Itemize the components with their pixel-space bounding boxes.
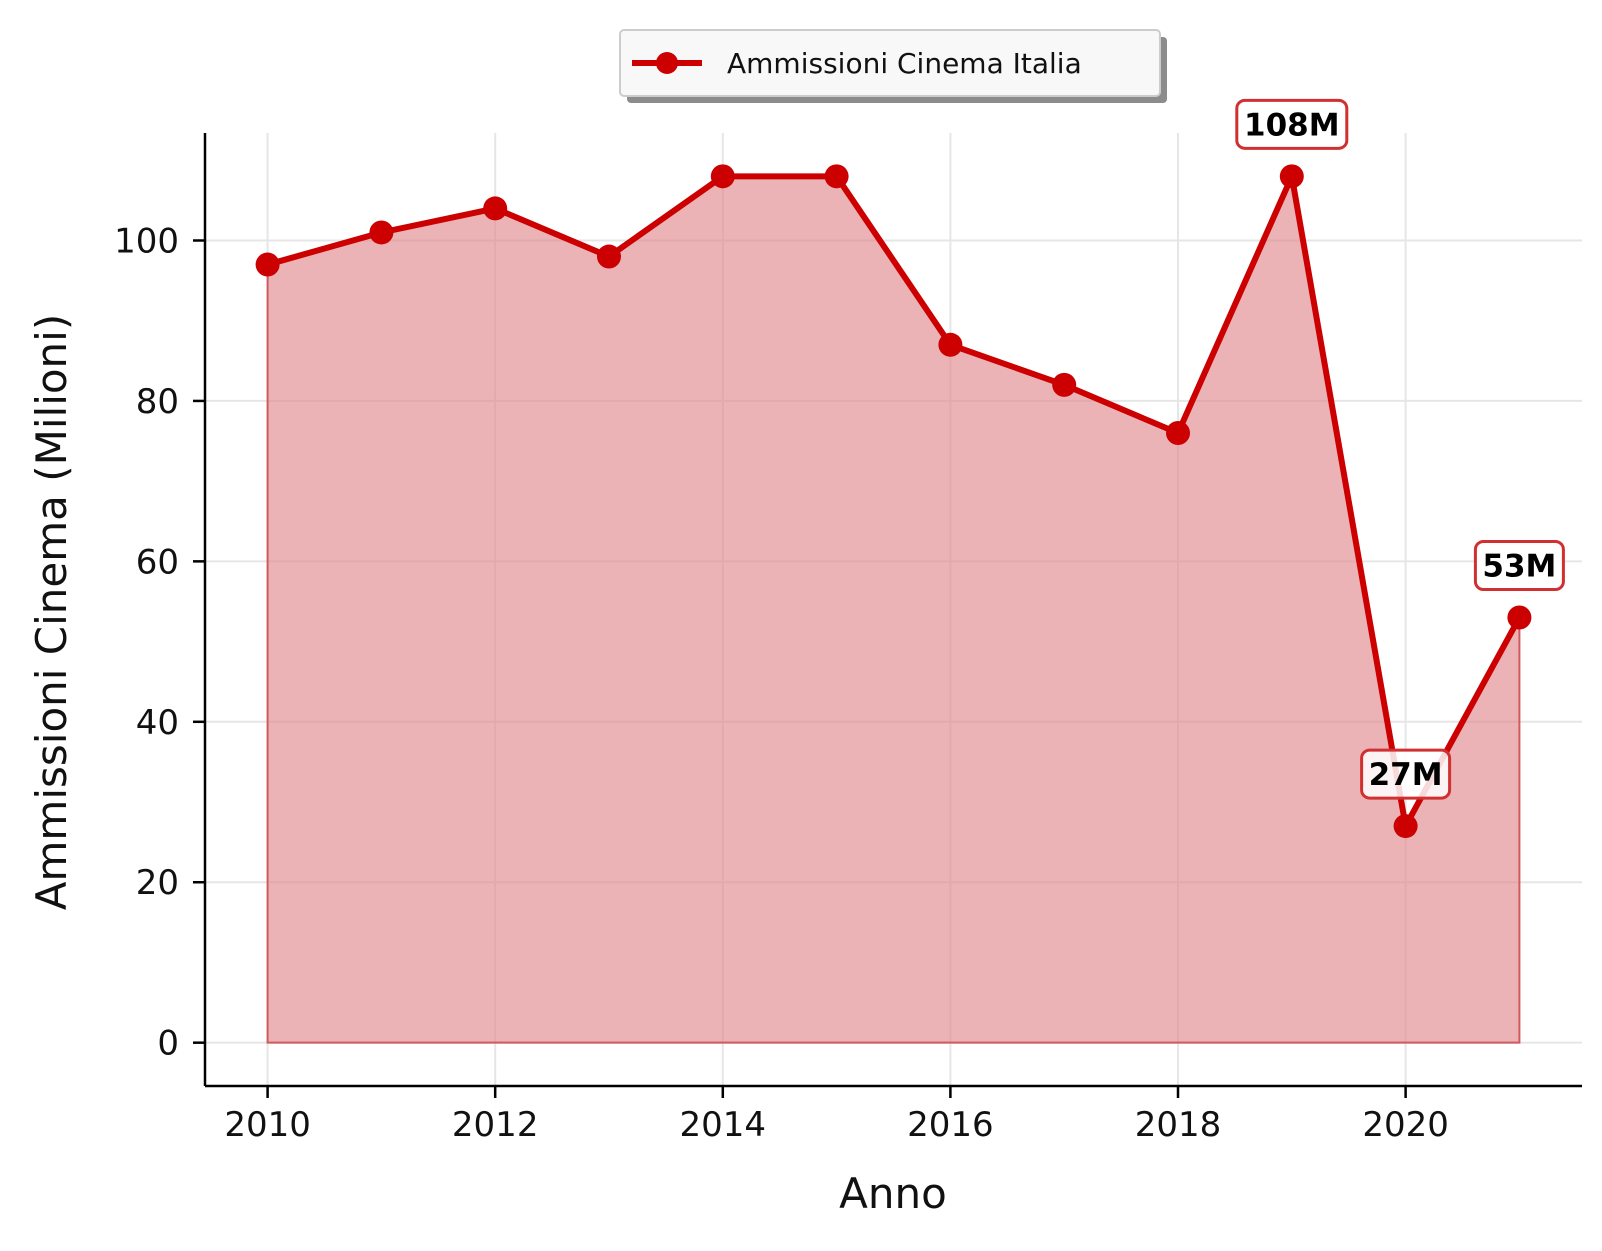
data-point [255,252,280,277]
y-tick-label: 80 [136,382,179,422]
annotation-label: 27M [1369,757,1443,793]
y-tick-label: 40 [136,703,179,743]
data-point [824,164,849,189]
legend-box [619,29,1161,97]
y-axis-title: Ammissioni Cinema (Milioni) [27,314,76,910]
data-point [369,220,394,245]
x-tick-label: 2016 [907,1105,994,1145]
legend-label: Ammissioni Cinema Italia [727,47,1082,80]
data-point [1393,814,1418,839]
data-point [1052,372,1077,397]
data-point [596,244,621,269]
x-tick-label: 2014 [680,1105,767,1145]
data-point [1507,605,1532,630]
x-tick-label: 2020 [1362,1105,1449,1145]
y-tick-label: 60 [136,542,179,582]
data-points [255,164,1532,839]
annotation-box [1473,540,1565,592]
annotation-label: 108M [1244,107,1340,143]
annotation-label: 53M [1482,549,1556,585]
annotations: 108M 27M 53M [1235,98,1565,800]
data-point [483,196,508,221]
y-tick-label: 20 [136,863,179,903]
area-fill [266,172,1521,1044]
x-ticks: 2010 2012 2014 2016 2018 2020 [224,1086,1449,1145]
x-tick-label: 2018 [1135,1105,1222,1145]
annotation-box [1360,748,1452,800]
data-point [710,164,735,189]
axes [203,133,1582,1088]
data-point [938,332,963,357]
y-ticks: 0 20 40 60 80 100 [114,221,205,1064]
x-tick-label: 2012 [452,1105,539,1145]
legend-marker-swatch [656,52,678,74]
series-line [266,173,1523,830]
x-tick-label: 2010 [224,1105,311,1145]
x-axis-title: Anno [839,1169,947,1218]
y-tick-label: 0 [157,1024,179,1064]
data-point [1166,421,1191,446]
annotation-box [1235,98,1349,150]
y-tick-label: 100 [114,221,179,261]
legend: Ammissioni Cinema Italia [619,29,1167,103]
data-point [1279,164,1304,189]
